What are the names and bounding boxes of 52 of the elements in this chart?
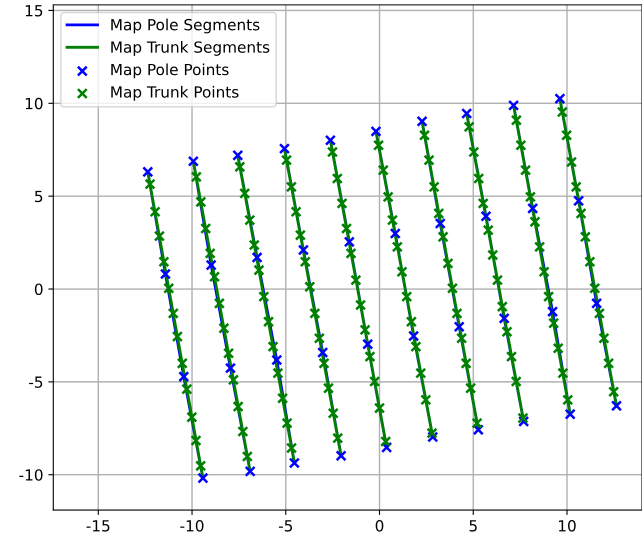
point	[590, 298, 602, 309]
x-tick-label: 0	[376, 520, 384, 532]
point	[408, 330, 420, 342]
point	[344, 236, 355, 248]
y-tick-label: 10	[26, 98, 43, 110]
point	[197, 472, 209, 484]
x-tick-label: 5	[470, 520, 477, 532]
point	[142, 166, 154, 178]
legend-label: Map Trunk Segments	[111, 41, 270, 56]
point	[416, 116, 428, 127]
point	[610, 400, 622, 412]
point	[188, 156, 199, 167]
x-tick-label: -15	[86, 520, 110, 532]
y-tick-label: -5	[29, 376, 42, 388]
point	[480, 210, 492, 222]
point	[572, 195, 584, 206]
point	[178, 371, 190, 382]
point	[527, 202, 538, 214]
y-tick-label: -10	[19, 469, 43, 481]
point	[370, 126, 382, 137]
point	[206, 259, 217, 271]
point	[251, 252, 263, 264]
point	[546, 306, 558, 318]
legend-label: Map Pole Segments	[111, 18, 260, 34]
point	[554, 93, 566, 104]
point	[317, 346, 328, 358]
x-tick-label: 10	[558, 520, 576, 532]
point	[160, 268, 172, 280]
x-tick-label: -10	[180, 520, 204, 532]
point	[224, 362, 236, 374]
point	[390, 228, 401, 240]
point	[244, 466, 256, 478]
point	[278, 142, 290, 154]
y-tick-label: 0	[34, 283, 43, 296]
point	[434, 218, 446, 230]
point	[564, 408, 576, 420]
point	[232, 150, 244, 161]
x-tick-label: -5	[278, 520, 292, 532]
point	[454, 321, 465, 332]
point	[271, 354, 282, 366]
y-tick-label: 5	[35, 190, 42, 202]
point	[288, 457, 300, 469]
point	[324, 134, 336, 146]
point	[298, 244, 310, 256]
legend-label: Map Trunk Points	[111, 86, 238, 101]
point	[335, 450, 347, 462]
point	[508, 100, 520, 111]
y-tick-label: 15	[26, 5, 42, 16]
point	[498, 312, 510, 324]
point	[461, 108, 472, 120]
point	[362, 338, 374, 350]
legend-label: Map Pole Points	[111, 63, 229, 78]
